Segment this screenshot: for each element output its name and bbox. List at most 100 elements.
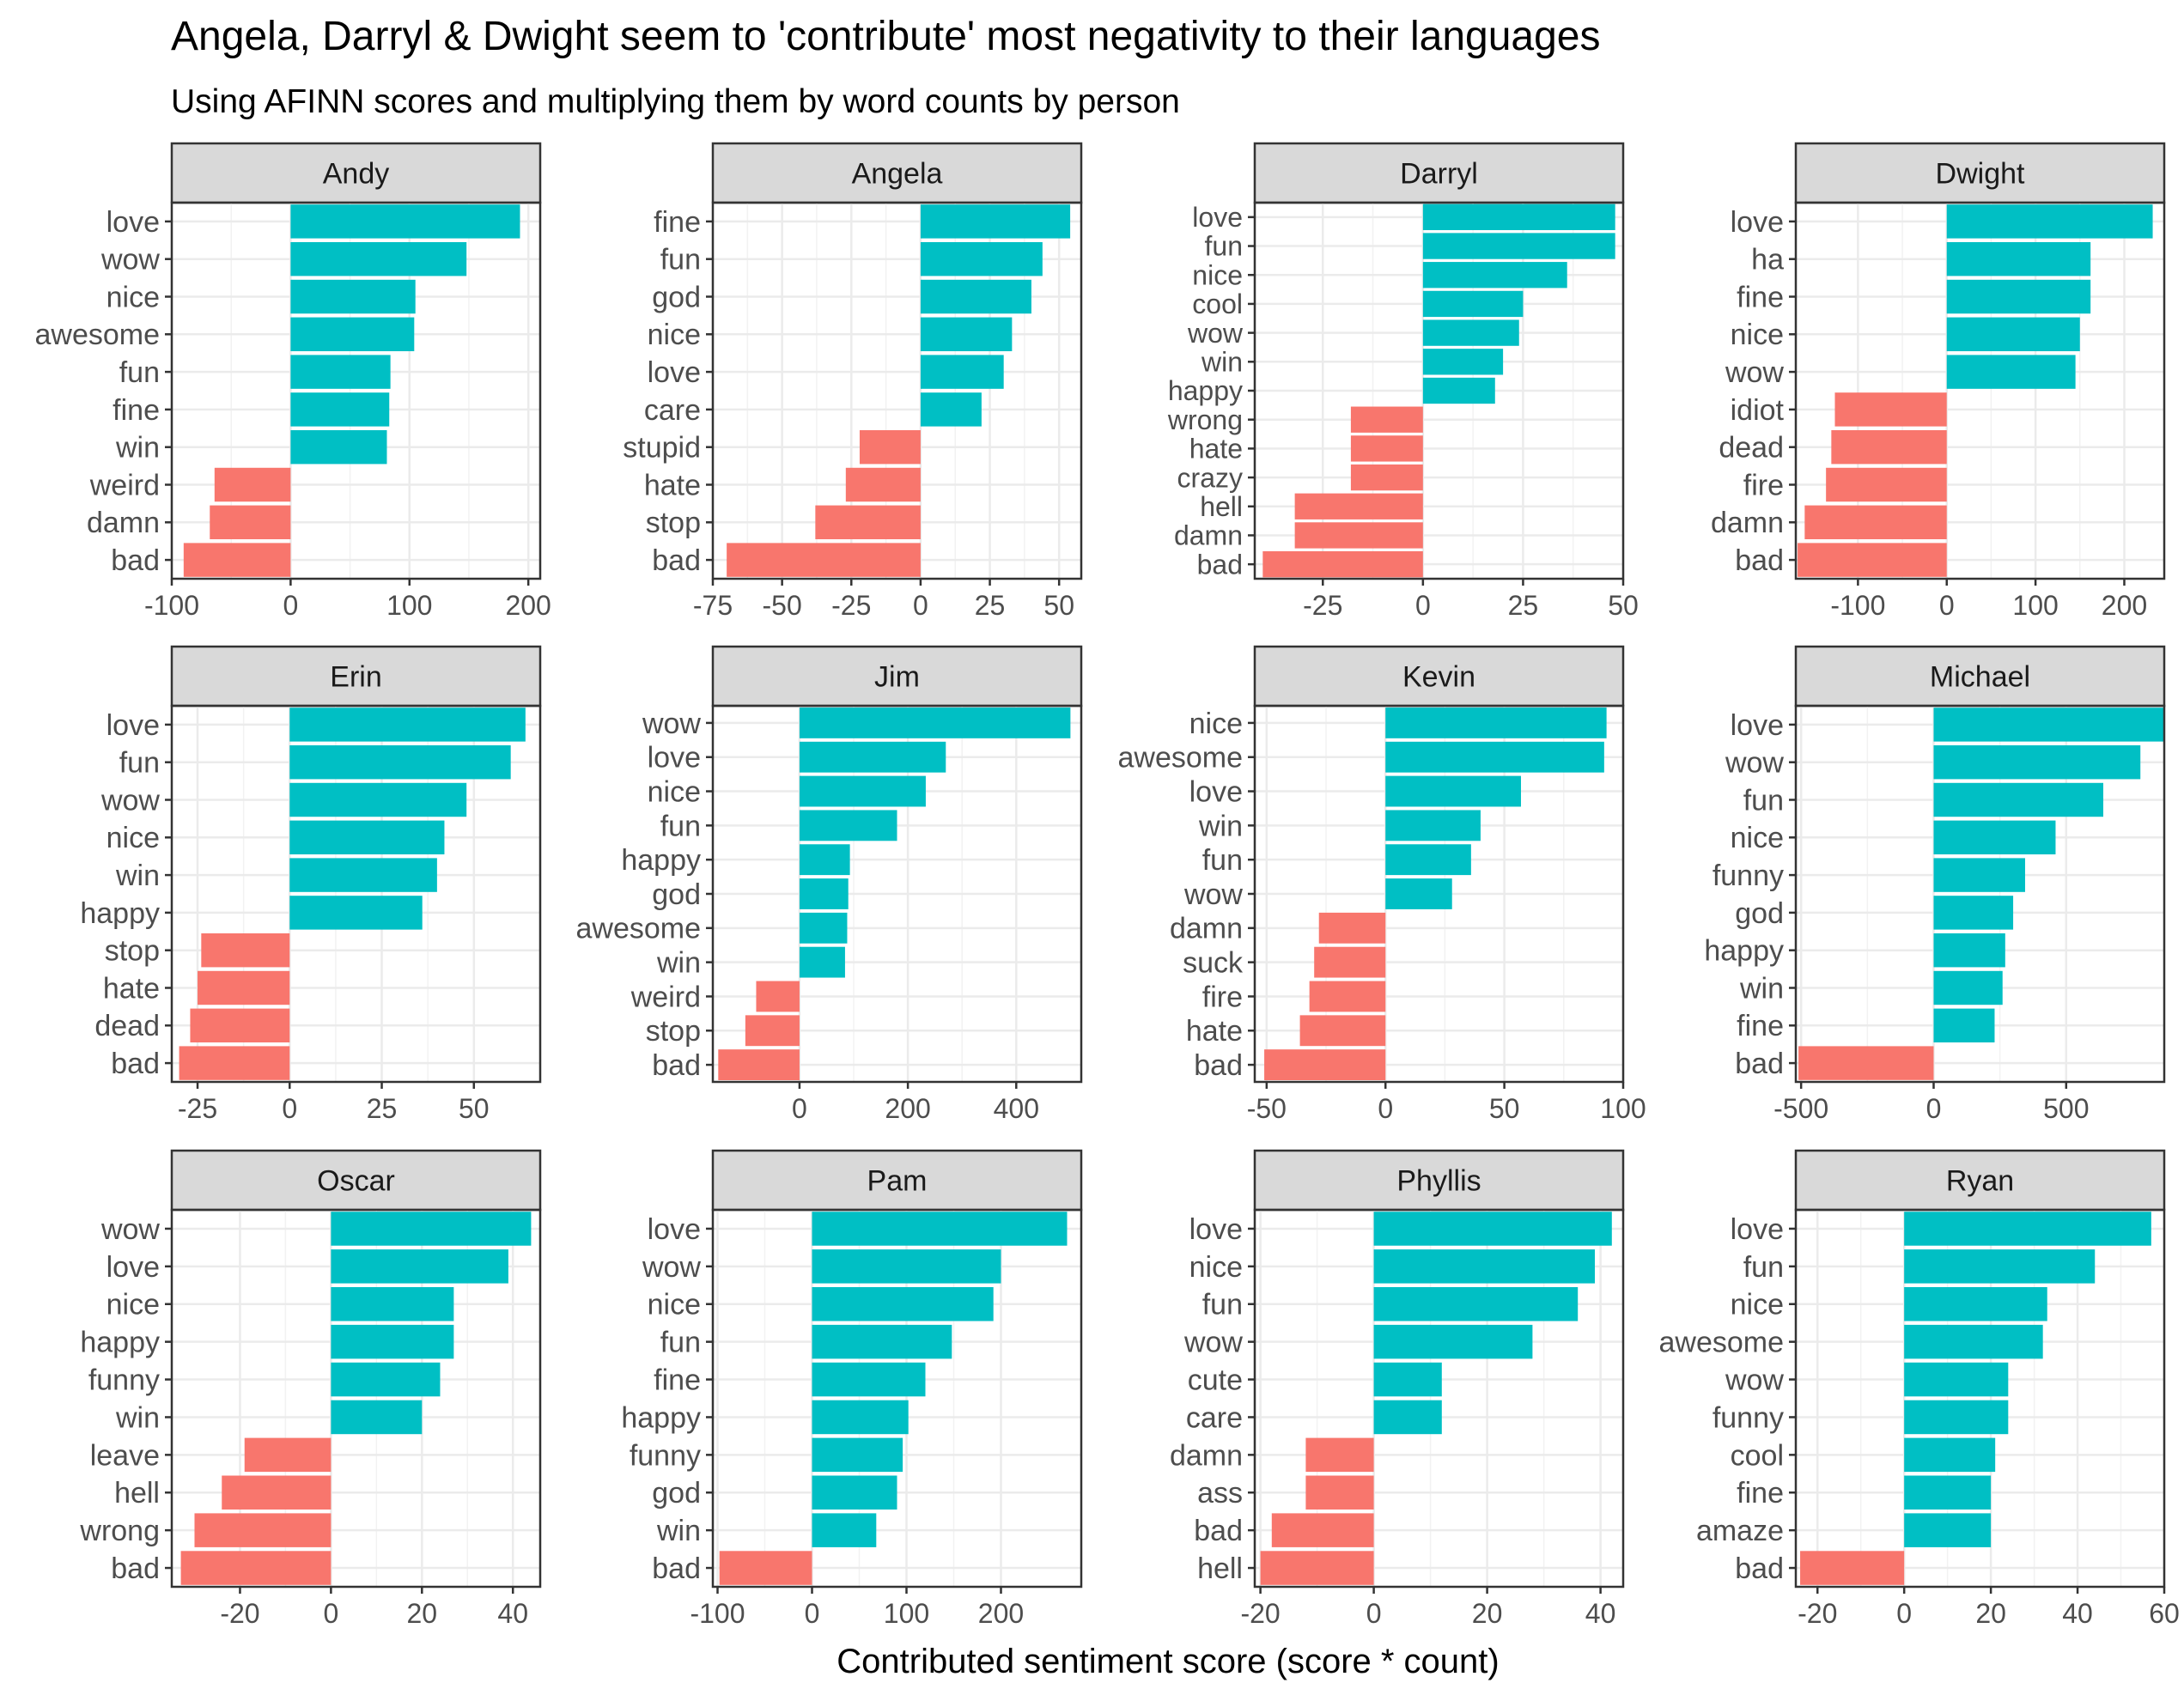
x-tick-label-ryan: 20 xyxy=(1975,1598,2006,1629)
x-tick-label-erin: -25 xyxy=(178,1093,217,1124)
x-tick-label-angela: -25 xyxy=(831,590,871,621)
y-tick-label-michael: love xyxy=(1731,709,1784,742)
y-tick-label-ryan: awesome xyxy=(1658,1327,1784,1359)
y-tick-label-kevin: bad xyxy=(1194,1049,1243,1082)
x-tick-label-kevin: 50 xyxy=(1489,1093,1520,1124)
x-tick-label-oscar: 20 xyxy=(406,1598,437,1629)
bar-phyllis-love xyxy=(1373,1212,1612,1246)
panel-michael: Michael love wow fun nice funny god happy win fin… xyxy=(1704,645,2166,1124)
y-tick-label-dwight: fine xyxy=(1737,281,1784,313)
x-tick-label-darryl: 0 xyxy=(1415,590,1431,621)
y-tick-label-darryl: damn xyxy=(1174,520,1243,551)
bar-jim-bad xyxy=(718,1049,800,1081)
x-tick-label-kevin: -50 xyxy=(1247,1093,1287,1124)
y-tick-label-ryan: nice xyxy=(1731,1289,1784,1321)
bar-kevin-fire xyxy=(1309,981,1386,1012)
y-tick-label-darryl: win xyxy=(1201,347,1243,378)
strip-label-darryl: Darryl xyxy=(1400,158,1478,191)
x-tick-label-ryan: -20 xyxy=(1798,1598,1837,1629)
panel-phyllis: Phyllis love nice fun wow cute care damn ass bad h… xyxy=(1170,1149,1625,1629)
bar-erin-stop xyxy=(201,933,290,968)
bar-erin-happy xyxy=(289,896,423,930)
bar-darryl-nice xyxy=(1422,262,1567,289)
x-tick-label-michael: 0 xyxy=(1926,1093,1942,1124)
x-tick-label-ryan: 0 xyxy=(1896,1598,1912,1629)
x-tick-label-pam: -100 xyxy=(690,1598,745,1629)
bar-michael-funny xyxy=(1933,858,2025,892)
y-tick-label-oscar: leave xyxy=(90,1439,160,1472)
y-tick-label-michael: bad xyxy=(1735,1048,1784,1080)
y-tick-label-ryan: fun xyxy=(1743,1251,1784,1284)
strip-label-pam: Pam xyxy=(867,1165,928,1198)
y-tick-label-angela: love xyxy=(648,356,701,389)
y-tick-label-erin: win xyxy=(115,860,160,892)
bar-jim-fun xyxy=(799,810,897,841)
bar-darryl-win xyxy=(1422,349,1504,375)
y-tick-label-oscar: funny xyxy=(88,1364,160,1396)
y-tick-label-oscar: love xyxy=(106,1251,160,1284)
y-tick-label-angela: fun xyxy=(660,244,701,276)
y-tick-label-pam: funny xyxy=(630,1439,701,1472)
bar-phyllis-care xyxy=(1373,1400,1442,1435)
y-tick-label-ryan: amaze xyxy=(1696,1515,1784,1547)
y-tick-label-erin: hate xyxy=(103,972,160,1005)
y-tick-label-phyllis: bad xyxy=(1194,1515,1243,1547)
panel-border-phyllis xyxy=(1253,1208,1625,1589)
panel-jim: Jim wowlovenicefunhappygodawesomewinweird… xyxy=(575,645,1083,1124)
strip-andy xyxy=(170,142,542,204)
y-tick-label-ryan: funny xyxy=(1713,1401,1784,1434)
bar-pam-funny xyxy=(812,1437,903,1473)
bar-kevin-hate xyxy=(1299,1015,1386,1047)
y-tick-label-michael: fun xyxy=(1743,784,1784,817)
bar-erin-love xyxy=(289,708,526,742)
bar-andy-wow xyxy=(290,241,467,276)
x-tick-label-ryan: 40 xyxy=(2062,1598,2093,1629)
bar-oscar-hell xyxy=(222,1475,332,1510)
panel-border-dwight xyxy=(1794,201,2166,580)
bar-phyllis-damn xyxy=(1305,1437,1374,1473)
x-tick-label-angela: 0 xyxy=(913,590,928,621)
y-tick-label-angela: care xyxy=(644,394,701,427)
y-tick-label-oscar: win xyxy=(115,1401,160,1434)
bar-michael-love xyxy=(1933,708,2164,742)
bar-michael-nice xyxy=(1933,820,2056,855)
y-tick-label-erin: nice xyxy=(106,822,160,854)
y-tick-label-darryl: happy xyxy=(1168,375,1243,406)
bar-pam-love xyxy=(812,1212,1068,1246)
bar-darryl-hate xyxy=(1350,435,1423,462)
strip-label-oscar: Oscar xyxy=(317,1165,395,1198)
x-tick-label-erin: 50 xyxy=(459,1093,490,1124)
y-tick-label-pam: win xyxy=(656,1515,701,1547)
y-tick-label-angela: stupid xyxy=(623,432,701,465)
y-tick-label-michael: win xyxy=(1739,972,1784,1005)
panel-erin: Erin love fun wow nice win happy stop hate dead ba… xyxy=(80,645,542,1124)
bar-andy-fine xyxy=(290,392,390,427)
x-tick-label-phyllis: -20 xyxy=(1240,1598,1280,1629)
bar-pam-happy xyxy=(812,1400,909,1435)
y-tick-label-ryan: love xyxy=(1731,1213,1784,1246)
bar-oscar-love xyxy=(331,1249,508,1284)
bar-jim-weird xyxy=(756,981,800,1012)
bar-jim-win xyxy=(799,946,845,978)
bar-michael-god xyxy=(1933,896,2014,930)
strip-pam xyxy=(711,1149,1083,1212)
bar-pam-fine xyxy=(812,1362,926,1397)
panel-ryan: Ryan love fun nice awesome wow funny cool fine am… xyxy=(1658,1149,2180,1629)
y-tick-label-oscar: nice xyxy=(106,1289,160,1321)
bar-kevin-wow xyxy=(1385,878,1452,909)
bar-jim-awesome xyxy=(799,912,848,944)
bar-ryan-cool xyxy=(1904,1437,1996,1473)
y-tick-label-angela: god xyxy=(652,281,701,313)
y-tick-label-pam: god xyxy=(652,1477,701,1510)
y-tick-label-angela: hate xyxy=(644,469,701,501)
bar-oscar-funny xyxy=(331,1362,441,1397)
y-tick-label-darryl: crazy xyxy=(1177,462,1243,493)
y-tick-label-kevin: fire xyxy=(1202,981,1243,1013)
x-tick-label-phyllis: 40 xyxy=(1585,1598,1616,1629)
bar-kevin-nice xyxy=(1385,707,1607,738)
panel-border-oscar xyxy=(170,1208,542,1589)
y-tick-label-kevin: damn xyxy=(1170,913,1243,945)
x-tick-label-erin: 25 xyxy=(367,1093,398,1124)
bar-andy-fun xyxy=(290,355,391,389)
y-tick-label-ryan: fine xyxy=(1737,1477,1784,1510)
